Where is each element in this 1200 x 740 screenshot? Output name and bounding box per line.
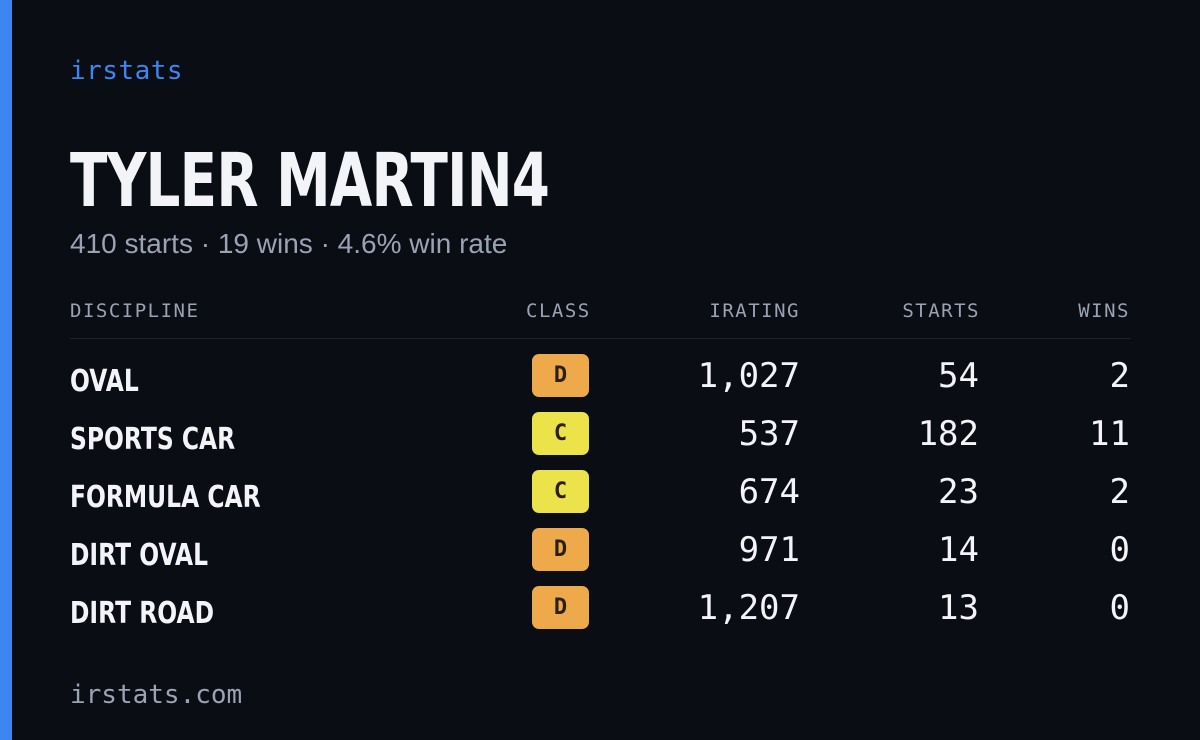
irating-value: 971 xyxy=(738,530,800,570)
starts-count: 410 starts xyxy=(70,228,193,259)
starts-value: 13 xyxy=(938,588,979,628)
irating-value: 674 xyxy=(738,472,800,512)
wins-value: 2 xyxy=(1109,472,1130,512)
header-class: CLASS xyxy=(526,300,591,322)
stats-table: OVAL D 1,027 54 2 SPORTS CAR C 537 182 1… xyxy=(70,354,1131,644)
table-row: SPORTS CAR C 537 182 11 xyxy=(70,412,1131,470)
separator: · xyxy=(200,228,211,259)
brand-logo: irstats xyxy=(70,56,184,86)
class-badge: C xyxy=(532,470,589,513)
starts-value: 14 xyxy=(938,530,979,570)
discipline-name: FORMULA CAR xyxy=(70,480,261,515)
discipline-name: DIRT OVAL xyxy=(70,538,209,573)
header-wins: WINS xyxy=(1078,300,1130,322)
wins-value: 0 xyxy=(1109,588,1130,628)
win-rate: 4.6% win rate xyxy=(337,228,508,259)
starts-value: 54 xyxy=(938,356,979,396)
player-summary: 410 starts · 19 wins · 4.6% win rate xyxy=(70,228,507,260)
wins-count: 19 wins xyxy=(217,228,313,259)
irating-value: 537 xyxy=(738,414,800,454)
player-name: TYLER MARTIN4 xyxy=(70,138,550,224)
wins-value: 0 xyxy=(1109,530,1130,570)
starts-value: 23 xyxy=(938,472,979,512)
discipline-name: DIRT ROAD xyxy=(70,596,215,631)
header-discipline: DISCIPLINE xyxy=(70,300,200,322)
wins-value: 11 xyxy=(1089,414,1130,454)
table-row: OVAL D 1,027 54 2 xyxy=(70,354,1131,412)
irating-value: 1,207 xyxy=(697,588,800,628)
footer-url: irstats.com xyxy=(70,680,243,710)
irating-value: 1,027 xyxy=(697,356,800,396)
class-badge: D xyxy=(532,528,589,571)
header-irating: IRATING xyxy=(709,300,800,322)
starts-value: 182 xyxy=(917,414,979,454)
discipline-name: SPORTS CAR xyxy=(70,422,236,457)
header-starts: STARTS xyxy=(902,300,980,322)
class-badge: D xyxy=(532,354,589,397)
stats-table-header: DISCIPLINE CLASS IRATING STARTS WINS xyxy=(70,300,1131,339)
discipline-name: OVAL xyxy=(70,364,139,399)
table-row: DIRT OVAL D 971 14 0 xyxy=(70,528,1131,586)
class-badge: C xyxy=(532,412,589,455)
wins-value: 2 xyxy=(1109,356,1130,396)
table-row: DIRT ROAD D 1,207 13 0 xyxy=(70,586,1131,644)
separator: · xyxy=(320,228,330,259)
accent-bar xyxy=(0,0,12,740)
table-row: FORMULA CAR C 674 23 2 xyxy=(70,470,1131,528)
class-badge: D xyxy=(532,586,589,629)
